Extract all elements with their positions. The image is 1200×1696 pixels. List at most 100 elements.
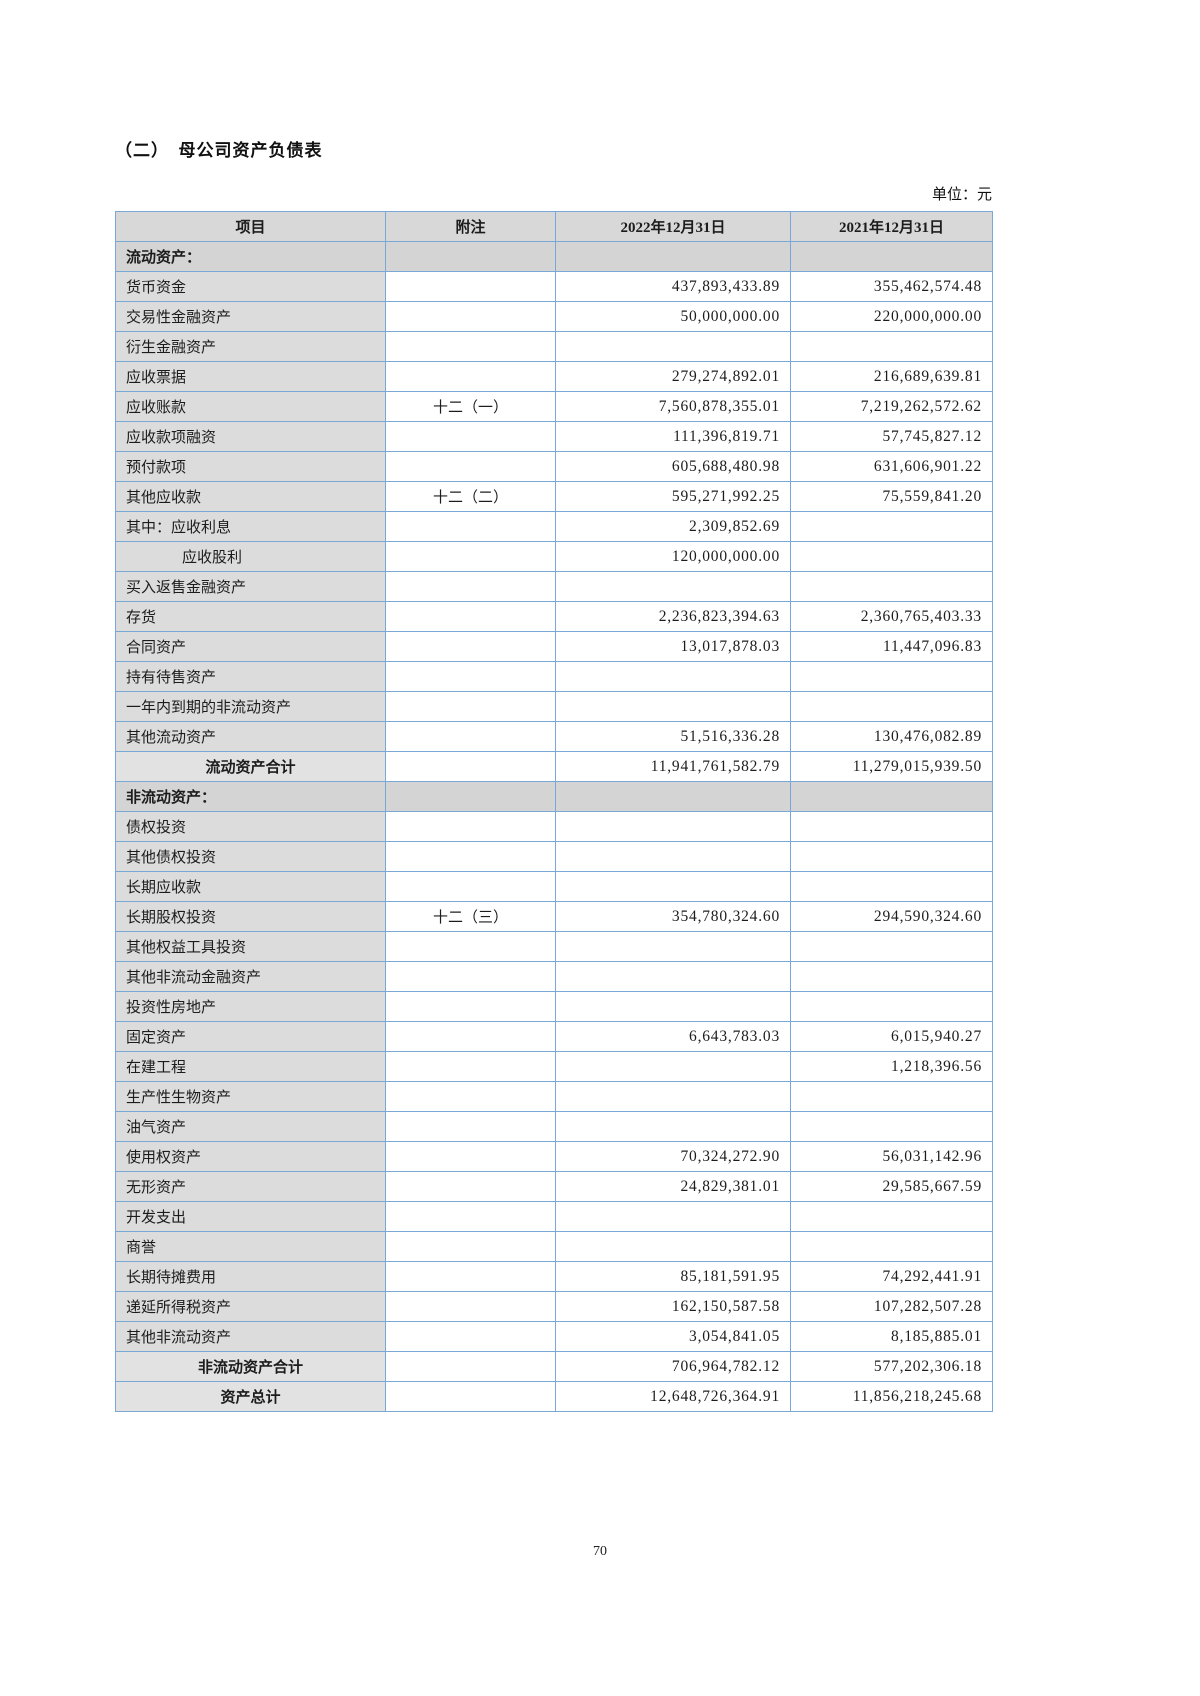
note-ref xyxy=(385,1111,556,1142)
value-2021: 2,360,765,403.33 xyxy=(790,601,993,632)
table-row: 持有待售资产 xyxy=(115,661,993,692)
value-2022: 162,150,587.58 xyxy=(555,1291,791,1322)
note-ref xyxy=(385,871,556,902)
note-ref xyxy=(385,541,556,572)
item-label: 在建工程 xyxy=(115,1051,386,1082)
table-row: 其他流动资产 51,516,336.28 130,476,082.89 xyxy=(115,721,993,752)
balance-sheet-table: 项目 附注 2022年12月31日 2021年12月31日 流动资产： 货币资金… xyxy=(115,211,993,1412)
value-2022: 12,648,726,364.91 xyxy=(555,1381,791,1412)
item-label: 生产性生物资产 xyxy=(115,1081,386,1112)
item-label: 固定资产 xyxy=(115,1021,386,1052)
note-ref xyxy=(385,1291,556,1322)
column-header-2022: 2022年12月31日 xyxy=(555,211,791,242)
value-2022 xyxy=(555,871,791,902)
item-label: 衍生金融资产 xyxy=(115,331,386,362)
value-2021: 355,462,574.48 xyxy=(790,271,993,302)
table-header: 项目 附注 2022年12月31日 2021年12月31日 xyxy=(115,211,993,242)
item-label: 存货 xyxy=(115,601,386,632)
table-row: 油气资产 xyxy=(115,1111,993,1142)
table-row: 其他非流动资产 3,054,841.05 8,185,885.01 xyxy=(115,1321,993,1352)
note-ref xyxy=(385,841,556,872)
value-2021: 220,000,000.00 xyxy=(790,301,993,332)
value-2021: 8,185,885.01 xyxy=(790,1321,993,1352)
value-2022: 13,017,878.03 xyxy=(555,631,791,662)
value-2021 xyxy=(790,961,993,992)
value-2021 xyxy=(790,781,993,812)
note-ref xyxy=(385,1141,556,1172)
note-ref xyxy=(385,691,556,722)
value-2021 xyxy=(790,541,993,572)
value-2022 xyxy=(555,661,791,692)
note-ref xyxy=(385,931,556,962)
value-2021 xyxy=(790,571,993,602)
table-row: 长期应收款 xyxy=(115,871,993,902)
value-2022: 3,054,841.05 xyxy=(555,1321,791,1352)
item-label: 应收票据 xyxy=(115,361,386,392)
value-2022: 2,309,852.69 xyxy=(555,511,791,542)
value-2022 xyxy=(555,961,791,992)
note-ref xyxy=(385,301,556,332)
table-row: 其他非流动金融资产 xyxy=(115,961,993,992)
item-label: 债权投资 xyxy=(115,811,386,842)
value-2022: 51,516,336.28 xyxy=(555,721,791,752)
item-label: 交易性金融资产 xyxy=(115,301,386,332)
note-ref xyxy=(385,511,556,542)
item-label: 货币资金 xyxy=(115,271,386,302)
item-label: 开发支出 xyxy=(115,1201,386,1232)
table-row: 其他债权投资 xyxy=(115,841,993,872)
value-2022: 7,560,878,355.01 xyxy=(555,391,791,422)
note-ref: 十二（三） xyxy=(385,901,556,932)
value-2022: 6,643,783.03 xyxy=(555,1021,791,1052)
value-2022 xyxy=(555,1231,791,1262)
item-label: 长期应收款 xyxy=(115,871,386,902)
value-2022 xyxy=(555,841,791,872)
value-2022 xyxy=(555,1081,791,1112)
item-label: 非流动资产： xyxy=(115,781,386,812)
value-2021 xyxy=(790,661,993,692)
value-2021: 216,689,639.81 xyxy=(790,361,993,392)
value-2021: 7,219,262,572.62 xyxy=(790,391,993,422)
unit-label: 单位：元 xyxy=(931,187,992,203)
item-label: 其他应收款 xyxy=(115,481,386,512)
value-2021: 74,292,441.91 xyxy=(790,1261,993,1292)
value-2021: 6,015,940.27 xyxy=(790,1021,993,1052)
note-ref xyxy=(385,1321,556,1352)
note-ref: 十二（二） xyxy=(385,481,556,512)
value-2022 xyxy=(555,1051,791,1082)
table-row: 在建工程 1,218,396.56 xyxy=(115,1051,993,1082)
value-2021 xyxy=(790,871,993,902)
value-2021 xyxy=(790,691,993,722)
note-ref: 十二（一） xyxy=(385,391,556,422)
note-ref xyxy=(385,241,556,272)
value-2022 xyxy=(555,331,791,362)
item-label: 资产总计 xyxy=(115,1381,386,1412)
note-ref xyxy=(385,751,556,782)
item-label: 油气资产 xyxy=(115,1111,386,1142)
note-ref xyxy=(385,601,556,632)
note-ref xyxy=(385,1351,556,1382)
value-2022: 437,893,433.89 xyxy=(555,271,791,302)
note-ref xyxy=(385,1051,556,1082)
note-ref xyxy=(385,991,556,1022)
column-header-item: 项目 xyxy=(115,211,386,242)
note-ref xyxy=(385,721,556,752)
table-row: 无形资产 24,829,381.01 29,585,667.59 xyxy=(115,1171,993,1202)
item-label: 其他非流动金融资产 xyxy=(115,961,386,992)
value-2022: 354,780,324.60 xyxy=(555,901,791,932)
value-2021 xyxy=(790,1201,993,1232)
item-label: 其中：应收利息 xyxy=(115,511,386,542)
column-header-2021: 2021年12月31日 xyxy=(790,211,993,242)
item-label: 其他债权投资 xyxy=(115,841,386,872)
value-2021: 1,218,396.56 xyxy=(790,1051,993,1082)
table-row: 递延所得税资产 162,150,587.58 107,282,507.28 xyxy=(115,1291,993,1322)
item-label: 应收账款 xyxy=(115,391,386,422)
table-row: 流动资产： xyxy=(115,241,993,272)
table-row: 长期待摊费用 85,181,591.95 74,292,441.91 xyxy=(115,1261,993,1292)
item-label: 其他非流动资产 xyxy=(115,1321,386,1352)
value-2021: 57,745,827.12 xyxy=(790,421,993,452)
note-ref xyxy=(385,1231,556,1262)
table-row: 开发支出 xyxy=(115,1201,993,1232)
note-ref xyxy=(385,271,556,302)
header-row: 项目 附注 2022年12月31日 2021年12月31日 xyxy=(115,211,993,242)
value-2021 xyxy=(790,1231,993,1262)
